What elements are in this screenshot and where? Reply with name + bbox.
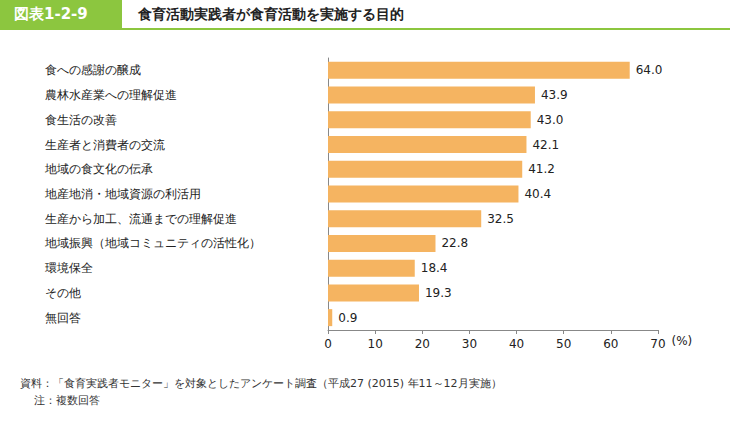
html-text:図表1-2-9: 図表1-2-9 xyxy=(14,5,88,23)
svg-text:10: 10 xyxy=(368,337,383,351)
svg-text:40.4: 40.4 xyxy=(524,187,551,201)
svg-text:地域の食文化の伝承: 地域の食文化の伝承 xyxy=(44,162,153,176)
html-text:資料：「食育実践者モニター」を対象としたアンケート調査（平成: 資料：「食育実践者モニター」を対象としたアンケート調査（平成27 (2015) … xyxy=(20,377,502,390)
svg-text:食生活の改善: 食生活の改善 xyxy=(45,113,117,127)
html-text:食育活動実践者が食育活動を実施する目的: 食育活動実践者が食育活動を実施する目的 xyxy=(138,6,404,22)
svg-text:生産から加工、流通までの理解促進: 生産から加工、流通までの理解促進 xyxy=(45,212,237,226)
svg-text:20: 20 xyxy=(415,337,430,351)
svg-text:41.2: 41.2 xyxy=(528,162,555,176)
svg-text:64.0: 64.0 xyxy=(636,63,663,77)
svg-text:19.3: 19.3 xyxy=(425,286,452,300)
svg-text:農林水産業への理解促進: 農林水産業への理解促進 xyxy=(45,88,177,102)
svg-text:50: 50 xyxy=(556,337,571,351)
svg-text:22.8: 22.8 xyxy=(441,236,468,250)
svg-text:60: 60 xyxy=(603,337,618,351)
svg-text:70: 70 xyxy=(650,337,665,351)
svg-text:0.9: 0.9 xyxy=(338,311,357,325)
svg-text:その他: その他 xyxy=(45,286,81,300)
svg-text:地産地消・地域資源の利活用: 地産地消・地域資源の利活用 xyxy=(44,187,201,201)
svg-text:18.4: 18.4 xyxy=(421,261,448,275)
html-text:注：複数回答: 注：複数回答 xyxy=(34,394,100,407)
svg-text:40: 40 xyxy=(509,337,524,351)
svg-text:食への感謝の醸成: 食への感謝の醸成 xyxy=(45,63,141,77)
svg-text:43.0: 43.0 xyxy=(537,113,564,127)
svg-text:43.9: 43.9 xyxy=(541,88,568,102)
svg-text:地域振興（地域コミュニティの活性化）: 地域振興（地域コミュニティの活性化） xyxy=(44,236,261,250)
svg-text:0: 0 xyxy=(324,337,332,351)
svg-text:生産者と消費者の交流: 生産者と消費者の交流 xyxy=(45,138,165,152)
svg-text:32.5: 32.5 xyxy=(487,212,514,226)
svg-text:42.1: 42.1 xyxy=(532,138,559,152)
svg-text:無回答: 無回答 xyxy=(45,311,81,325)
svg-text:30: 30 xyxy=(462,337,477,351)
svg-text:(%): (%) xyxy=(672,334,693,348)
svg-text:環境保全: 環境保全 xyxy=(45,261,93,275)
